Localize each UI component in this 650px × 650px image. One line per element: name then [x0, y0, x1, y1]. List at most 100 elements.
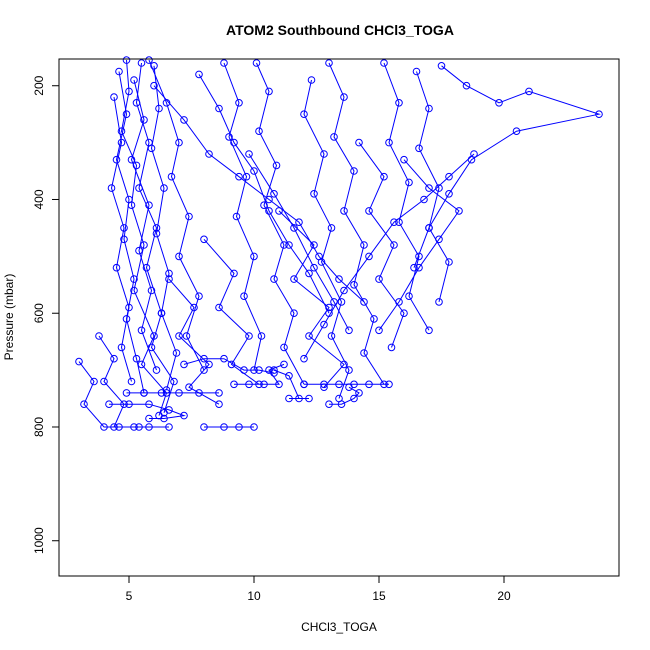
series-line [223, 62, 263, 371]
series-line [234, 363, 285, 385]
series-13 [410, 62, 603, 272]
series-line [278, 210, 345, 388]
data-point [340, 360, 348, 369]
series-line [109, 403, 186, 419]
data-point [80, 400, 88, 409]
series-line [413, 65, 601, 268]
data-point [265, 87, 273, 96]
data-point [152, 366, 161, 374]
series-line [328, 62, 385, 385]
data-point [185, 212, 193, 221]
data-point [425, 104, 433, 113]
data-point [340, 286, 348, 295]
data-point [295, 394, 303, 403]
data-point [462, 81, 471, 90]
series-line [120, 60, 168, 416]
data-point [180, 116, 188, 124]
data-point [95, 332, 103, 340]
data-point [370, 315, 378, 323]
data-point [147, 286, 156, 295]
data-point [512, 127, 521, 135]
data-point [305, 394, 313, 403]
data-point [395, 298, 403, 306]
data-point [215, 104, 223, 113]
data-point [295, 218, 303, 226]
series-line [153, 85, 365, 303]
data-point [150, 81, 158, 90]
data-point [127, 155, 136, 164]
series-5 [145, 56, 208, 374]
data-point [335, 275, 343, 283]
series-8 [252, 59, 308, 389]
data-point [220, 354, 228, 363]
data-point [172, 349, 181, 357]
data-point [280, 241, 288, 249]
series-9 [300, 76, 353, 403]
data-point [595, 110, 603, 118]
data-point [325, 400, 333, 409]
data-point [105, 400, 113, 409]
series-6 [107, 93, 136, 386]
data-point [435, 298, 443, 306]
series-30 [195, 70, 333, 318]
data-point [130, 275, 138, 283]
series-16 [200, 235, 263, 389]
data-point [147, 144, 156, 153]
data-point [525, 87, 533, 96]
data-point [327, 332, 336, 340]
data-point [182, 332, 191, 340]
x-axis-label: CHCl3_TOGA [301, 620, 377, 634]
data-point [215, 303, 223, 312]
data-point [425, 184, 433, 192]
series-28 [150, 81, 368, 306]
data-point [175, 332, 183, 340]
series-15 [275, 207, 348, 392]
data-point [250, 167, 258, 175]
data-point [315, 252, 323, 261]
series-line [329, 386, 360, 405]
data-point [140, 389, 148, 397]
data-point [245, 380, 253, 389]
data-point [330, 133, 338, 141]
data-point [280, 360, 288, 369]
data-point [165, 269, 173, 278]
data-point [235, 99, 243, 107]
data-point [375, 275, 383, 283]
data-point [265, 195, 273, 204]
series-24 [325, 383, 363, 409]
data-point [112, 263, 121, 272]
y-axis-label: Pressure (mbar) [2, 274, 16, 361]
data-point [250, 252, 258, 261]
data-point [142, 263, 151, 272]
data-point [120, 235, 128, 244]
data-point [215, 389, 223, 397]
data-point [415, 263, 423, 272]
data-point [200, 366, 208, 374]
data-point [387, 343, 396, 352]
data-point [145, 400, 153, 409]
series-22 [200, 423, 258, 431]
data-point [345, 326, 353, 335]
data-point [327, 224, 336, 232]
series-line [416, 71, 450, 303]
data-point [340, 207, 348, 215]
series-2 [112, 67, 148, 397]
data-point [400, 155, 408, 164]
series-line [378, 159, 460, 331]
data-point [337, 400, 346, 409]
data-point [455, 207, 463, 215]
data-point [90, 377, 98, 386]
series-line [130, 79, 157, 371]
plot-frame [58, 58, 620, 577]
data-point [290, 309, 298, 318]
y-tick-label: 1000 [32, 527, 46, 554]
series-line [168, 278, 220, 405]
y-tick-label: 600 [32, 303, 46, 323]
data-point [290, 224, 298, 232]
data-point [160, 184, 168, 192]
data-point [125, 400, 133, 409]
series-11 [380, 59, 433, 335]
data-point [360, 241, 368, 249]
data-point [445, 172, 453, 181]
data-point [167, 172, 176, 181]
